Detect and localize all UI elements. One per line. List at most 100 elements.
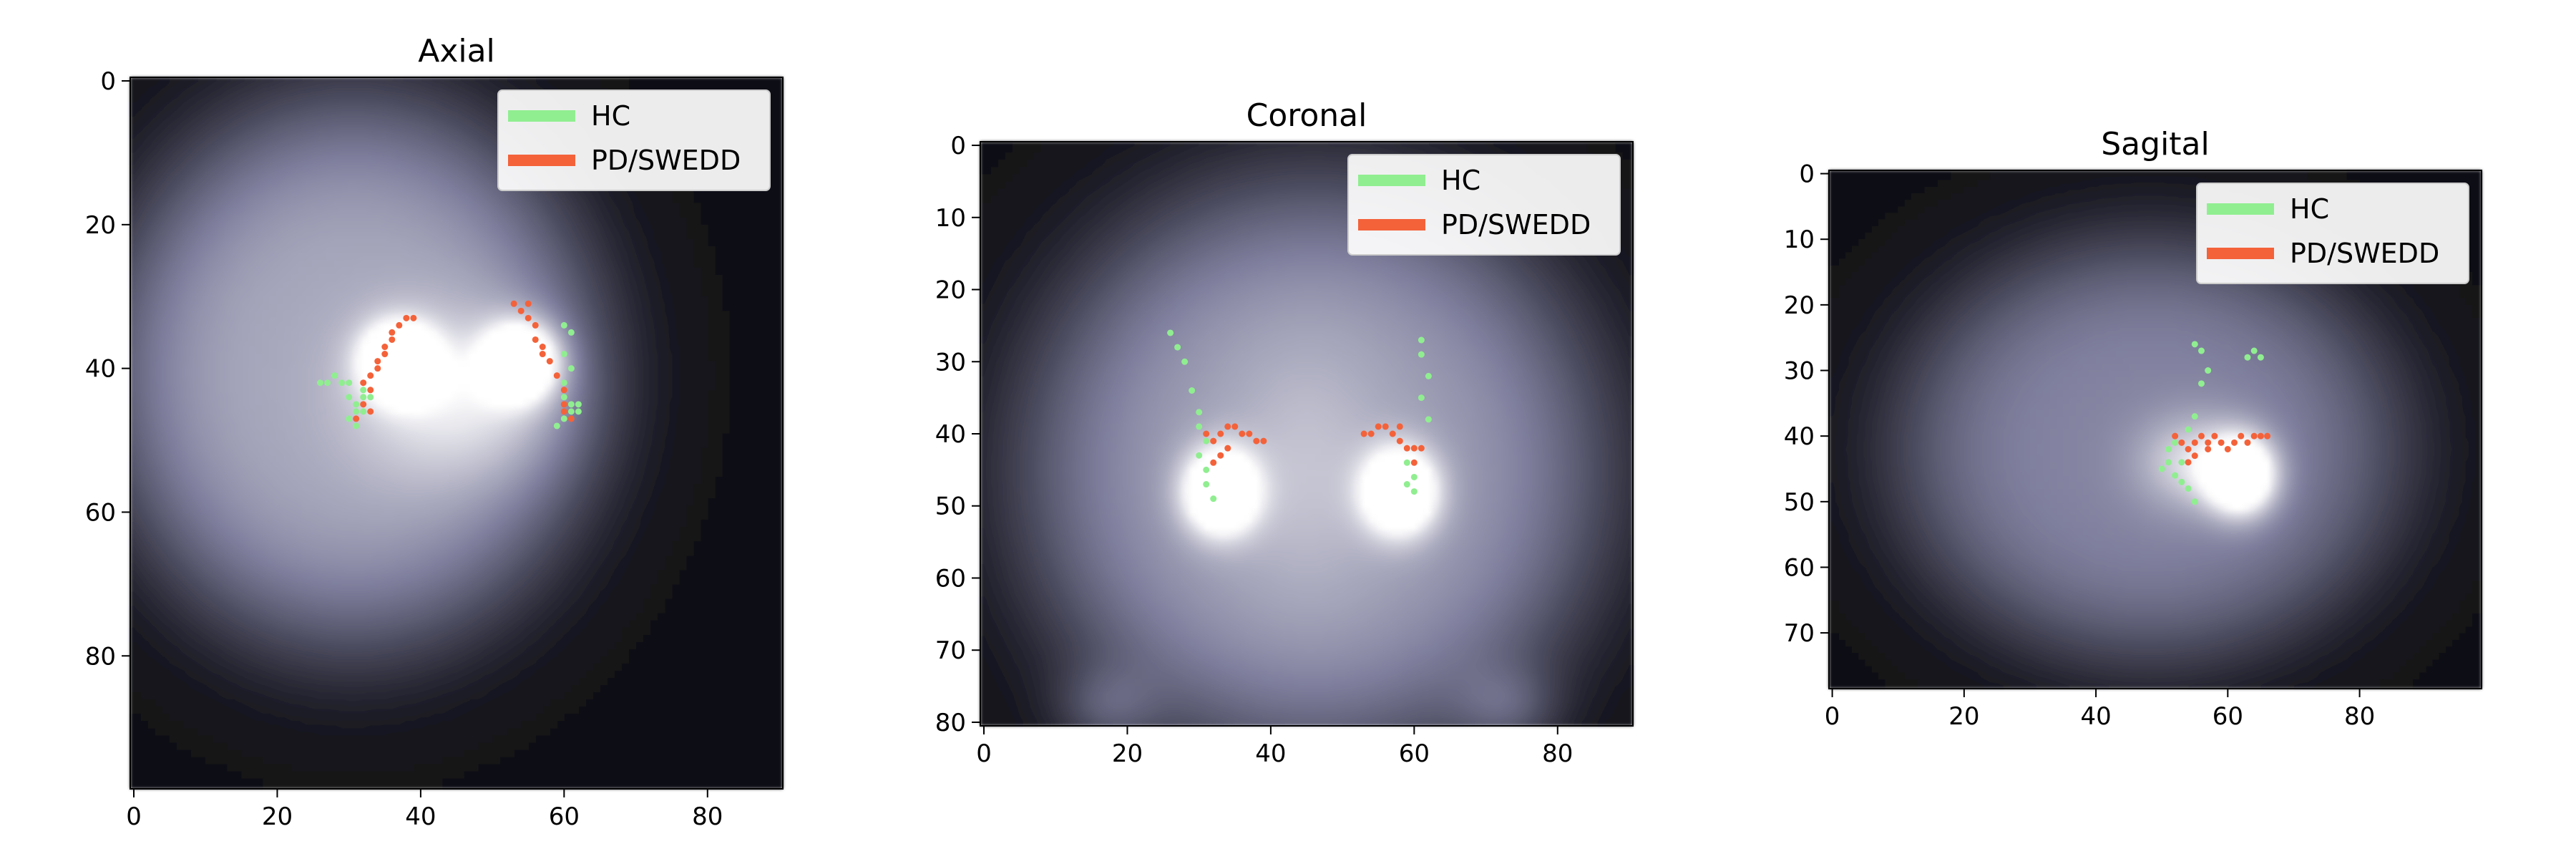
data-point — [525, 300, 532, 307]
data-point — [1253, 437, 1260, 445]
data-point — [1231, 423, 1239, 430]
y-tick-label: 20 — [1784, 291, 1815, 320]
y-tick-label: 0 — [950, 132, 966, 160]
data-point — [1196, 452, 1203, 459]
data-point — [346, 379, 353, 387]
data-point — [1167, 329, 1174, 336]
data-point — [1210, 437, 1217, 445]
data-point — [532, 336, 539, 343]
data-point — [560, 415, 567, 422]
data-point — [2197, 347, 2205, 354]
panel-3: Sagital 0 20 40 60 80 0 10 20 30 40 50 60 70 HC PD/SWED… — [1784, 126, 2482, 731]
data-point — [1382, 423, 1389, 430]
legend-label: PD/SWEDD — [2290, 238, 2439, 269]
data-point — [2257, 432, 2264, 440]
data-point — [1217, 452, 1224, 459]
y-tick-label: 50 — [935, 492, 966, 521]
data-point — [2197, 380, 2205, 387]
data-point — [2158, 465, 2165, 472]
data-point — [360, 408, 367, 415]
x-tick-label: 0 — [126, 802, 142, 831]
data-point — [2191, 439, 2198, 446]
data-point — [317, 379, 324, 387]
data-point — [2172, 439, 2179, 446]
data-point — [2178, 439, 2185, 446]
data-point — [1196, 409, 1203, 416]
data-point — [560, 351, 567, 358]
data-point — [2191, 341, 2198, 348]
y-tick-label: 0 — [1799, 160, 1815, 189]
data-point — [1181, 358, 1189, 365]
data-point — [389, 336, 396, 343]
x-tick-label: 60 — [1399, 739, 1430, 768]
x-tick-label: 40 — [2080, 702, 2111, 731]
data-point — [2205, 367, 2212, 374]
data-point — [2172, 432, 2179, 440]
data-point — [367, 387, 374, 394]
data-point — [2165, 459, 2172, 466]
legend-label: HC — [1441, 165, 1480, 196]
data-point — [389, 329, 396, 336]
data-point — [2185, 485, 2192, 492]
y-tick-label: 30 — [1784, 357, 1815, 386]
legend: HC PD/SWEDD — [497, 89, 771, 191]
data-point — [1203, 430, 1210, 437]
data-point — [381, 351, 389, 358]
y-tick-label: 60 — [85, 498, 116, 527]
data-point — [510, 300, 517, 307]
data-point — [546, 358, 553, 365]
x-tick-label: 40 — [405, 802, 436, 831]
y-tick-label: 70 — [935, 636, 966, 665]
y-tick-label: 80 — [85, 642, 116, 671]
series-pd-swedd — [2172, 432, 2271, 466]
data-point — [331, 372, 338, 379]
y-tick-label: 70 — [1784, 619, 1815, 648]
data-point — [1217, 430, 1224, 437]
data-point — [567, 401, 575, 408]
data-point — [2165, 445, 2172, 452]
data-point — [360, 394, 367, 401]
data-point — [1410, 488, 1418, 495]
data-point — [1203, 481, 1210, 488]
data-point — [553, 422, 560, 430]
y-tick-label: 40 — [1784, 422, 1815, 451]
data-point — [525, 314, 532, 321]
x-tick-label: 0 — [976, 739, 992, 768]
data-point — [360, 387, 367, 394]
y-tick-label: 40 — [935, 420, 966, 449]
legend-label: PD/SWEDD — [1441, 209, 1591, 241]
data-point — [560, 394, 567, 401]
legend-label: HC — [591, 100, 630, 132]
data-point — [567, 329, 575, 336]
data-point — [2218, 439, 2225, 446]
data-point — [353, 422, 360, 430]
x-tick-label: 80 — [1542, 739, 1573, 768]
data-point — [2211, 432, 2218, 440]
data-point — [1196, 423, 1203, 430]
data-point — [2191, 498, 2198, 505]
data-point — [560, 408, 567, 415]
data-point — [1174, 344, 1181, 351]
data-point — [1189, 387, 1196, 394]
data-point — [560, 387, 567, 394]
axes-frame — [1828, 170, 2482, 689]
data-point — [1389, 430, 1396, 437]
data-point — [2244, 439, 2251, 446]
legend-label: PD/SWEDD — [591, 145, 741, 176]
data-point — [2224, 445, 2231, 452]
data-point — [367, 394, 374, 401]
series-pd-swedd — [1203, 423, 1425, 466]
data-point — [539, 351, 546, 358]
legend: HC PD/SWEDD — [2196, 183, 2469, 284]
y-tick-label: 50 — [1784, 488, 1815, 517]
data-point — [2205, 445, 2212, 452]
data-point — [1418, 336, 1425, 344]
x-tick-label: 60 — [549, 802, 580, 831]
data-point — [410, 314, 417, 321]
y-tick-label: 10 — [1784, 225, 1815, 254]
data-point — [2191, 452, 2198, 460]
data-point — [1367, 430, 1375, 437]
data-point — [2185, 426, 2192, 433]
y-tick-label: 20 — [935, 276, 966, 305]
